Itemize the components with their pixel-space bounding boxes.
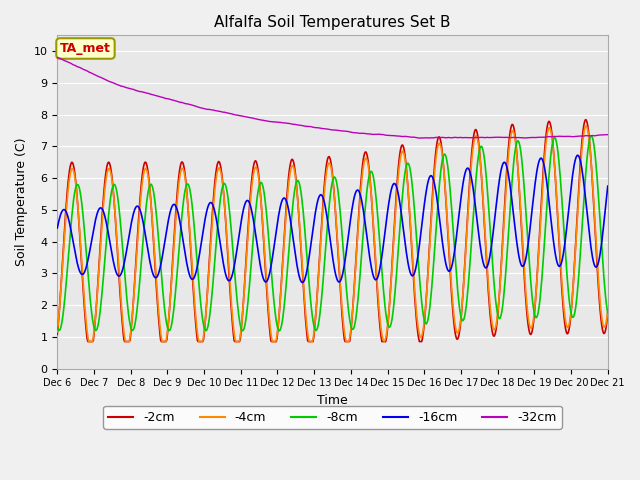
- X-axis label: Time: Time: [317, 394, 348, 407]
- Title: Alfalfa Soil Temperatures Set B: Alfalfa Soil Temperatures Set B: [214, 15, 451, 30]
- Y-axis label: Soil Temperature (C): Soil Temperature (C): [15, 138, 28, 266]
- Legend: -2cm, -4cm, -8cm, -16cm, -32cm: -2cm, -4cm, -8cm, -16cm, -32cm: [103, 406, 562, 429]
- Text: TA_met: TA_met: [60, 42, 111, 55]
